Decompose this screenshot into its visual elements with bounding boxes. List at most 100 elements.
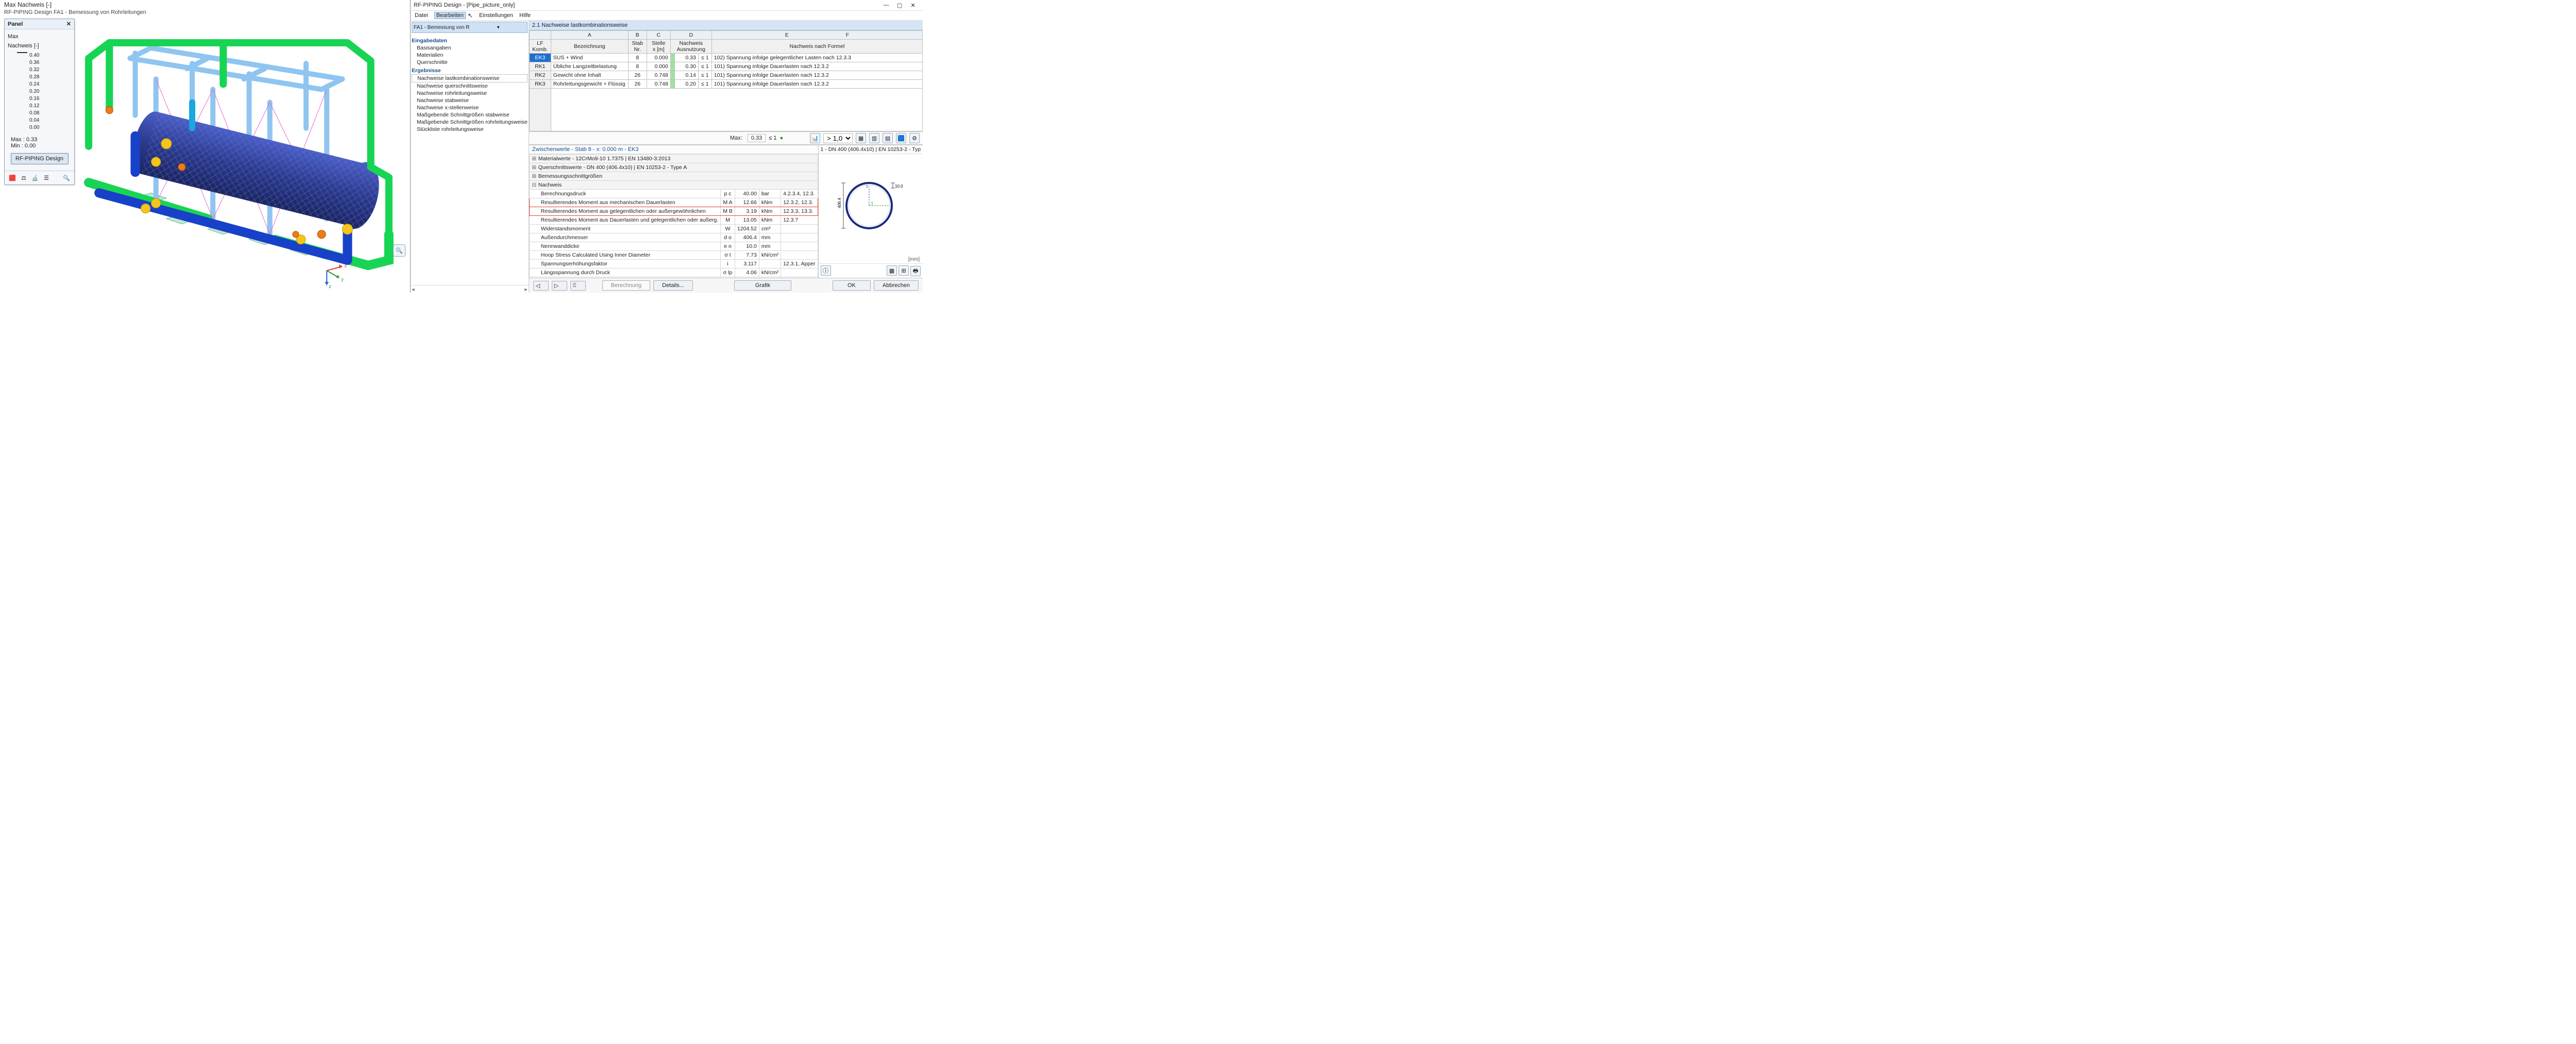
col-head: Stab Nr. bbox=[628, 40, 647, 54]
table-row[interactable]: RK3Rohrleitungsgewicht + Flüssig260.7480… bbox=[529, 80, 922, 89]
grid-icon[interactable]: ▦ bbox=[887, 265, 897, 276]
svg-text:z: z bbox=[866, 184, 868, 189]
menu-edit[interactable]: Bearbeiten bbox=[434, 12, 466, 19]
stat-max: Max : 0.33 bbox=[11, 137, 71, 143]
rf-piping-design-button[interactable]: RF-PIPING Design bbox=[11, 153, 69, 164]
maximize-icon[interactable]: ▢ bbox=[893, 2, 906, 9]
value-row: Resultierendes Moment aus mechanischen D… bbox=[529, 198, 818, 207]
minimize-icon[interactable]: — bbox=[879, 2, 893, 8]
tree-item[interactable]: Nachweise querschnittsweise bbox=[412, 82, 528, 90]
value-row: WiderstandsmomentW1204.52cm³ bbox=[529, 225, 818, 233]
tree-item-selected[interactable]: Nachweise lastkombinationsweise bbox=[412, 74, 528, 82]
svg-text:y: y bbox=[871, 200, 873, 205]
svg-text:z: z bbox=[329, 284, 331, 289]
svg-text:y: y bbox=[341, 277, 344, 282]
menu-settings[interactable]: Einstellungen bbox=[479, 12, 513, 19]
cross-title: 1 - DN 400 (406.4x10) | EN 10253-2 - Typ bbox=[819, 145, 923, 154]
value-row: Längsspannung durch Druckσ lp4.06kN/cm² bbox=[529, 268, 818, 277]
ok-button[interactable]: OK bbox=[833, 280, 871, 291]
chevron-down-icon: ▾ bbox=[469, 25, 527, 30]
tree-item[interactable]: Basisangaben bbox=[412, 44, 528, 52]
grafik-button[interactable]: Grafik bbox=[734, 280, 791, 291]
tree-row[interactable]: ⊟ Nachweis bbox=[529, 181, 818, 190]
cross-section-panel: 1 - DN 400 (406.4x10) | EN 10253-2 - Typ… bbox=[819, 145, 923, 278]
col-head: Nachweis Ausnutzung bbox=[670, 40, 711, 54]
scroll-left-icon[interactable]: ◂ bbox=[412, 286, 415, 293]
max-strip: Max: 0.33 ≤ 1 ● 📊 > 1,0 ▦ ▥ ▤ 🟦 ⚙ bbox=[529, 132, 923, 145]
scroll-right-icon[interactable]: ▸ bbox=[524, 286, 528, 293]
close-icon[interactable]: ✕ bbox=[66, 21, 71, 27]
viewport-zoom-icon[interactable]: 🔍 bbox=[393, 244, 405, 257]
max-value: 0.33 bbox=[748, 134, 766, 142]
svg-text:x: x bbox=[344, 263, 347, 268]
table-row[interactable]: RK2Gewicht ohne Inhalt260.7480.14≤ 1101)… bbox=[529, 71, 922, 80]
tree-header-results: Ergebnisse bbox=[412, 67, 528, 74]
view1-icon[interactable]: ▥ bbox=[869, 133, 879, 143]
tree-row[interactable]: ⊞ Bemessungsschnittgrößen bbox=[529, 172, 818, 181]
3d-scene[interactable]: x y z bbox=[78, 10, 410, 293]
results-table: A B C D E F LF Komb. Bezeichnung bbox=[529, 30, 923, 132]
col-head: LF Komb. bbox=[529, 40, 551, 54]
value-row: Hoop Stress Calculated Using Inner Diame… bbox=[529, 251, 818, 260]
export-icon[interactable]: ⍐ bbox=[570, 281, 586, 291]
check-icon: ● bbox=[779, 135, 783, 141]
col-letter: D bbox=[670, 31, 711, 40]
value-row: Außendurchmesserd o406.4mm bbox=[529, 233, 818, 242]
balance-icon[interactable]: ⚖ bbox=[19, 173, 28, 182]
tree-item[interactable]: Querschnitte bbox=[412, 59, 528, 66]
berechnung-button[interactable]: Berechnung bbox=[602, 280, 650, 291]
view2-icon[interactable]: ▤ bbox=[883, 133, 893, 143]
close-icon[interactable]: ✕ bbox=[906, 2, 920, 9]
tree-item[interactable]: Materialien bbox=[412, 52, 528, 59]
print-icon[interactable]: 🖶 bbox=[910, 266, 921, 276]
svg-text:406.4: 406.4 bbox=[837, 197, 842, 208]
results-panel: Panel ✕ Max Nachweis [-] 0.400.360.320.2… bbox=[4, 19, 75, 185]
microscope-icon[interactable]: 🔬 bbox=[30, 173, 40, 182]
tree-item[interactable]: Maßgebende Schnittgrößen rohrleitungswei… bbox=[412, 119, 528, 126]
tree-item[interactable]: Nachweise stabweise bbox=[412, 97, 528, 104]
stat-min: Min : 0.00 bbox=[11, 143, 71, 149]
filter-combo[interactable]: > 1,0 bbox=[823, 133, 853, 143]
svg-text:10.0: 10.0 bbox=[895, 184, 903, 189]
table-row[interactable]: RK1Übliche Langzeitbelastung80.0000.30≤ … bbox=[529, 62, 922, 71]
left-title: Max Nachweis [-] bbox=[4, 1, 52, 8]
dim-icon[interactable]: ⊞ bbox=[899, 265, 909, 276]
color-icon[interactable]: 🟦 bbox=[896, 133, 906, 143]
menu-file[interactable]: Datei bbox=[415, 12, 428, 19]
intermediate-title: Zwischenwerte - Stab 8 - x: 0.000 m - EK… bbox=[529, 145, 818, 154]
table-row[interactable]: EK3SUS + Wind80.0000.33≤ 1102) Spannung … bbox=[529, 54, 922, 62]
case-combo[interactable]: FA1 - Bemessung von Rohrleitu▾ bbox=[412, 22, 528, 33]
tree-item[interactable]: Maßgebende Schnittgrößen stabweise bbox=[412, 111, 528, 119]
col-head: Nachweis nach Formel bbox=[711, 40, 922, 54]
col-letter: A bbox=[551, 31, 628, 40]
panel-max-label: Max bbox=[8, 33, 71, 40]
window-title: RF-PIPING Design - [Pipe_picture_only] bbox=[414, 2, 879, 8]
value-row: Resultierendes Moment aus gelegentlichen… bbox=[529, 207, 818, 216]
settings-icon[interactable]: ⚙ bbox=[909, 133, 920, 143]
next-icon[interactable]: ▷ bbox=[552, 281, 567, 291]
tree-row[interactable]: ⊞ Querschnittswerte - DN 400 (406.4x10) … bbox=[529, 163, 818, 172]
search-icon[interactable]: 🔍 bbox=[62, 173, 71, 182]
col-head: Stelle x [m] bbox=[647, 40, 670, 54]
cursor-icon: ↖ bbox=[468, 12, 473, 19]
value-row: Resultierendes Moment aus Dauerlasten un… bbox=[529, 216, 818, 225]
filter-icon[interactable]: ▦ bbox=[856, 133, 866, 143]
chart-icon[interactable]: 📊 bbox=[810, 133, 820, 143]
menu-bar: Datei Bearbeiten ↖ Einstellungen Hilfe bbox=[411, 11, 923, 21]
tree-item[interactable]: Stückliste rohrleitungsweise bbox=[412, 126, 528, 133]
palette-icon[interactable]: 🟥 bbox=[8, 173, 17, 182]
nav-tree: FA1 - Bemessung von Rohrleitu▾ Eingabeda… bbox=[411, 21, 529, 293]
left-3d-viewport: Max Nachweis [-] RF-PIPING Design FA1 - … bbox=[0, 0, 410, 293]
abbrechen-button[interactable]: Abbrechen bbox=[874, 280, 919, 291]
tree-item[interactable]: Nachweise x-stellenweise bbox=[412, 104, 528, 111]
details-button[interactable]: Details... bbox=[653, 280, 693, 291]
bottom-bar: ◁ ▷ ⍐ Berechnung Details... Grafik OK Ab… bbox=[529, 278, 923, 293]
col-letter: B bbox=[628, 31, 647, 40]
list-icon[interactable]: ☰ bbox=[42, 173, 51, 182]
tree-item[interactable]: Nachweise rohrleitungsweise bbox=[412, 90, 528, 97]
menu-help[interactable]: Hilfe bbox=[519, 12, 531, 19]
prev-icon[interactable]: ◁ bbox=[533, 281, 549, 291]
cross-unit: [mm] bbox=[819, 257, 923, 263]
info-icon[interactable]: ⓘ bbox=[821, 265, 831, 276]
tree-row[interactable]: ⊞ Materialwerte - 12CrMo9-10 1.7375 | EN… bbox=[529, 155, 818, 163]
